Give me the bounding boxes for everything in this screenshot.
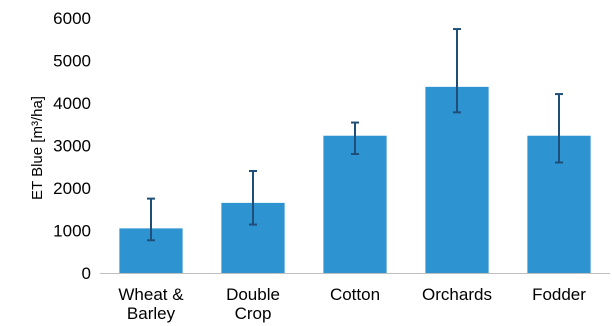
- x-tick-label: Barley: [127, 304, 176, 323]
- x-tick-label: Crop: [235, 304, 272, 323]
- y-axis-ticks: 0 1000 2000 3000 4000 5000 6000: [53, 9, 91, 283]
- error-bar: [147, 197, 155, 242]
- y-tick-label: 1000: [53, 222, 91, 241]
- bars: [119, 86, 591, 273]
- y-tick-label: 5000: [53, 52, 91, 71]
- bar: [425, 86, 489, 273]
- error-bar: [249, 170, 257, 226]
- y-tick-label: 0: [82, 264, 91, 283]
- error-bar: [453, 28, 461, 114]
- y-tick-label: 6000: [53, 9, 91, 28]
- x-tick-label: Cotton: [330, 285, 380, 304]
- y-tick-label: 4000: [53, 94, 91, 113]
- bar: [323, 135, 387, 273]
- y-tick-label: 3000: [53, 137, 91, 156]
- x-tick-label: Orchards: [422, 285, 492, 304]
- y-axis-title: ET Blue [m³/ha]: [29, 96, 46, 200]
- x-tick-label: Double: [226, 285, 280, 304]
- x-tick-label: Wheat &: [118, 285, 184, 304]
- error-bar: [351, 121, 359, 155]
- error-bars: [147, 28, 563, 242]
- x-tick-label: Fodder: [532, 285, 586, 304]
- error-bar: [555, 93, 563, 164]
- y-tick-label: 2000: [53, 179, 91, 198]
